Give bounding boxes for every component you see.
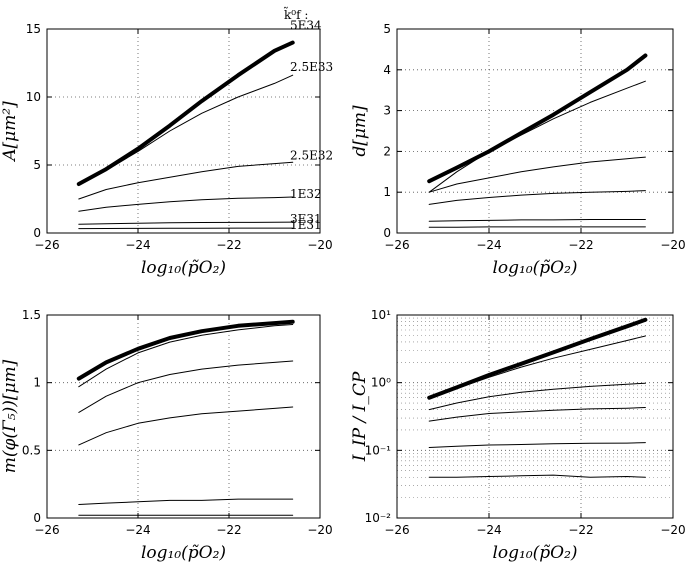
x-tick-label: −22 bbox=[568, 238, 593, 252]
y-tick-label: 5 bbox=[383, 22, 391, 36]
series-line-5E34 bbox=[76, 319, 295, 381]
y-tick-label: 5 bbox=[33, 158, 41, 172]
y-tick-label: 1 bbox=[33, 376, 41, 390]
series-line-5E34 bbox=[427, 317, 648, 400]
series-line-2.5E33 bbox=[428, 335, 646, 399]
series-line-2.5E33 bbox=[78, 74, 294, 185]
series-label: 2.5E33 bbox=[290, 60, 333, 74]
axes-frame bbox=[396, 28, 674, 234]
y-axis-label: m(φ(Γ₅))[μm] bbox=[0, 359, 20, 473]
x-tick-label: −24 bbox=[476, 523, 501, 537]
y-tick-label: 0 bbox=[383, 226, 391, 240]
x-tick-label: −20 bbox=[307, 523, 332, 537]
x-tick-label: −24 bbox=[476, 238, 501, 252]
series-line-3E31 bbox=[78, 221, 294, 225]
series-line-1E32 bbox=[78, 406, 294, 446]
axes-frame bbox=[46, 314, 321, 519]
x-tick-label: −22 bbox=[568, 523, 593, 537]
x-tick-label: −26 bbox=[34, 523, 59, 537]
y-tick-label: 10⁻¹ bbox=[365, 443, 392, 457]
series-label: 1E32 bbox=[290, 187, 322, 201]
x-tick-label: −22 bbox=[216, 523, 241, 537]
x-axis-label: log₁₀(p̃O₂) bbox=[492, 543, 577, 563]
y-tick-label: 3 bbox=[383, 104, 391, 118]
y-tick-label: 10 bbox=[26, 90, 41, 104]
panel-depth: 0 1 2 3 4 5 −26 −24 −22 −20 log₁₀(p̃O₂) d[μm] bbox=[350, 22, 685, 278]
y-axis-label: A[μm²] bbox=[0, 101, 20, 163]
series-line-2.5E32 bbox=[428, 156, 646, 193]
y-tick-label: 0.5 bbox=[22, 443, 41, 457]
y-axis-label: d[μm] bbox=[350, 105, 370, 157]
x-tick-label: −26 bbox=[34, 238, 59, 252]
x-tick-label: −20 bbox=[307, 238, 332, 252]
x-tick-label: −22 bbox=[216, 238, 241, 252]
y-tick-label: 0 bbox=[33, 226, 41, 240]
series-line-1E32 bbox=[428, 407, 646, 422]
series-line-5E34 bbox=[76, 40, 295, 186]
x-axis-label: log₁₀(p̃O₂) bbox=[141, 543, 226, 563]
y-tick-label: 2 bbox=[383, 144, 391, 158]
y-tick-label: 0 bbox=[33, 511, 41, 525]
series-line-2.5E32 bbox=[428, 382, 646, 411]
axes-frame bbox=[46, 28, 321, 234]
series-line-1E31 bbox=[78, 227, 294, 230]
y-tick-label: 10⁰ bbox=[371, 376, 391, 390]
y-tick-label: 15 bbox=[26, 22, 41, 36]
x-axis-label: log₁₀(p̃O₂) bbox=[141, 258, 226, 278]
x-tick-label: −20 bbox=[660, 523, 685, 537]
axes-frame bbox=[396, 314, 674, 519]
series-line-2.5E33 bbox=[428, 80, 646, 193]
series-label: 1E31 bbox=[290, 218, 322, 232]
series-line-3E31 bbox=[428, 219, 646, 222]
series-line-3E31 bbox=[428, 442, 646, 448]
y-axis-label: I_IP / I_CP bbox=[350, 371, 370, 462]
series-label: 5E34 bbox=[290, 18, 322, 32]
series-line-1E32 bbox=[78, 196, 294, 212]
series-line-3E31 bbox=[78, 498, 294, 505]
series-line-1E32 bbox=[428, 190, 646, 205]
series-line-1E31 bbox=[428, 474, 646, 478]
series-label: 3E31 bbox=[290, 212, 322, 226]
x-tick-label: −24 bbox=[125, 523, 150, 537]
series-line-2.5E33 bbox=[78, 324, 294, 388]
series-line-2.5E32 bbox=[78, 161, 294, 200]
x-axis-label: log₁₀(p̃O₂) bbox=[492, 258, 577, 278]
x-tick-label: −24 bbox=[125, 238, 150, 252]
x-tick-label: −26 bbox=[384, 523, 409, 537]
series-line-5E34 bbox=[427, 53, 648, 184]
x-tick-label: −26 bbox=[384, 238, 409, 252]
y-tick-label: 10¹ bbox=[371, 308, 391, 322]
panel-mean-phi: 0 0.5 1 1.5 −26 −24 −22 −20 log₁₀(p̃O₂) m(φ(Γ₅))[… bbox=[0, 308, 333, 563]
series-label: 2.5E32 bbox=[290, 148, 333, 162]
series-line-2.5E32 bbox=[78, 360, 294, 413]
y-tick-label: 1 bbox=[383, 185, 391, 199]
panel-area: 0 5 10 15 −26 −24 −22 −20 log₁₀(p̃O₂) A[μm²] k̃⁰f … bbox=[0, 6, 333, 278]
x-tick-label: −20 bbox=[660, 238, 685, 252]
panel-ip-cp-ratio: 10⁻² 10⁻¹ 10⁰ 10¹ −26 −24 −22 −20 log₁₀(p̃O₂) I_I… bbox=[350, 308, 685, 563]
y-tick-label: 1.5 bbox=[22, 308, 41, 322]
y-tick-label: 10⁻² bbox=[365, 511, 392, 525]
legend-title: k̃⁰f : bbox=[284, 6, 308, 22]
y-tick-label: 4 bbox=[383, 63, 391, 77]
